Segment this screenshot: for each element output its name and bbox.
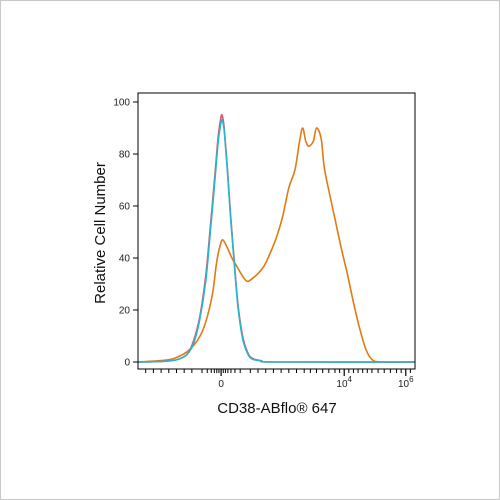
y-tick-label-2: 40 [119, 254, 131, 265]
y-tick-label-4: 80 [119, 150, 131, 161]
series-line-2 [137, 119, 416, 363]
y-tick-label-3: 60 [119, 202, 131, 213]
series-line-0 [137, 127, 416, 363]
y-axis-label: Relative Cell Number [92, 162, 109, 304]
plot-area [138, 93, 415, 369]
y-tick-label-5: 100 [113, 98, 130, 109]
series-layer [137, 113, 416, 363]
x-tick-label-0: 0 [218, 379, 224, 390]
y-tick-label-1: 20 [119, 306, 131, 317]
y-axis: 0 20 40 60 80 100 [113, 98, 138, 369]
x-axis: 0 104 106 [145, 369, 414, 390]
x-axis-label: CD38-ABflo® 647 [217, 400, 336, 417]
plot-border [137, 92, 416, 370]
x-tick-label-2: 106 [398, 375, 414, 390]
y-tick-label-0: 0 [124, 358, 130, 369]
x-tick-label-1: 104 [336, 375, 352, 390]
